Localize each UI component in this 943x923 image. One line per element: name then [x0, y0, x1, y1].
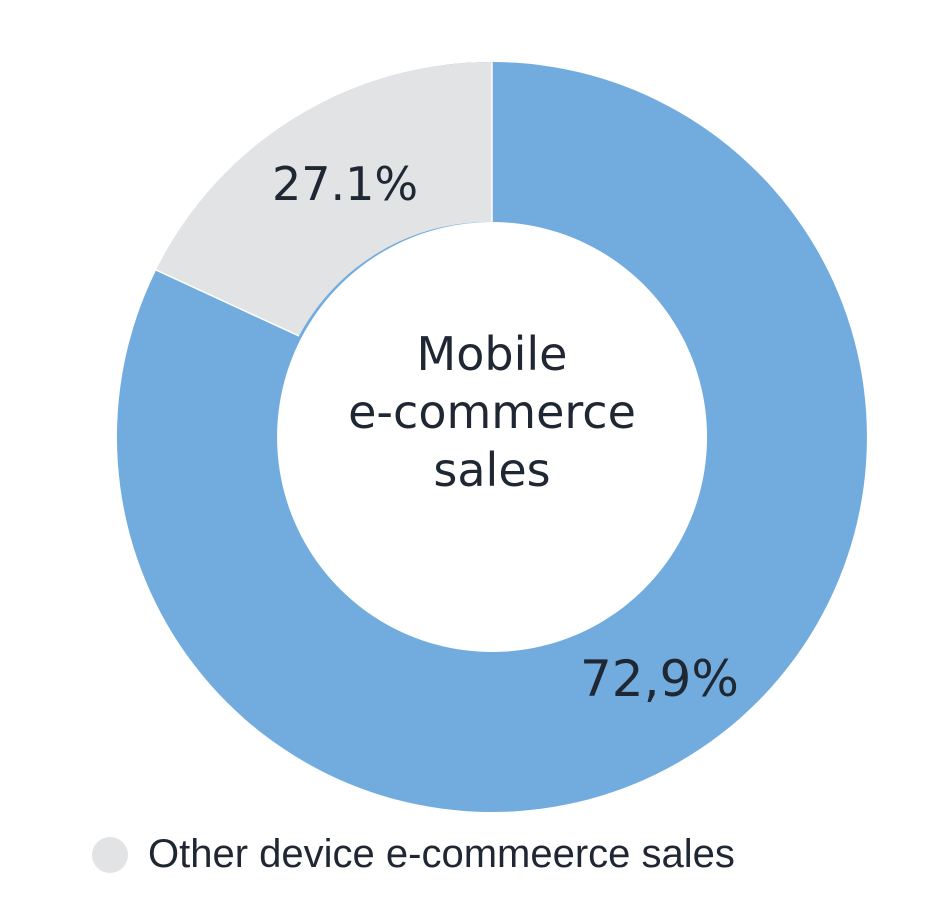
center-label-line2: e-commerce — [348, 385, 636, 439]
legend-label-other[interactable]: Other device e-commeerce sales — [148, 832, 735, 876]
slice-divider-left — [155, 269, 300, 337]
slice-other[interactable] — [156, 61, 492, 336]
center-label: Mobile e-commerce sales — [292, 325, 692, 499]
center-label-line1: Mobile — [416, 327, 568, 381]
slice-label-other: 27.1% — [272, 157, 419, 211]
legend: Other device e-commeerce sales — [92, 832, 735, 877]
legend-swatch-other — [92, 836, 128, 873]
slice-label-mobile: 72,9% — [580, 650, 739, 708]
center-label-line3: sales — [433, 443, 551, 497]
